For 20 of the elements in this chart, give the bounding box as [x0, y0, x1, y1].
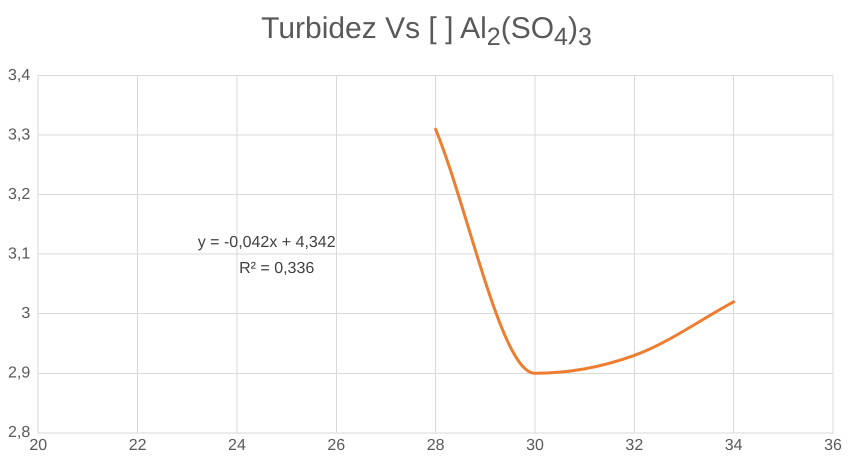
y-tick-label: 2,8: [8, 424, 30, 442]
x-tick-label: 28: [426, 436, 445, 454]
x-tick-label: 34: [724, 436, 743, 454]
y-tick-label: 3,1: [8, 246, 30, 263]
chart-title: Turbidez Vs [ ] Al$_{2}$(SO$_{4}$)$_{3}$: [260, 11, 593, 53]
annotation: R² = 0,336: [239, 260, 314, 278]
x-tick-label: 24: [228, 436, 246, 454]
x-tick-label: 36: [824, 436, 842, 454]
annotation: y = -0,042x + 4,342: [198, 234, 336, 252]
x-tick-label: 30: [526, 436, 544, 454]
y-tick-label: 3: [21, 305, 30, 322]
line-series: [434, 128, 736, 375]
x-tick-label: 20: [29, 436, 48, 454]
y-tick-label: 2,9: [8, 364, 30, 382]
x-tick-label: 26: [327, 436, 346, 454]
x-tick-label: 32: [625, 436, 644, 454]
y-tick-label: 3,2: [8, 186, 30, 204]
y-tick-label: 3,4: [8, 67, 30, 84]
y-tick-label: 3,3: [8, 126, 30, 144]
x-tick-label: 22: [128, 436, 147, 454]
